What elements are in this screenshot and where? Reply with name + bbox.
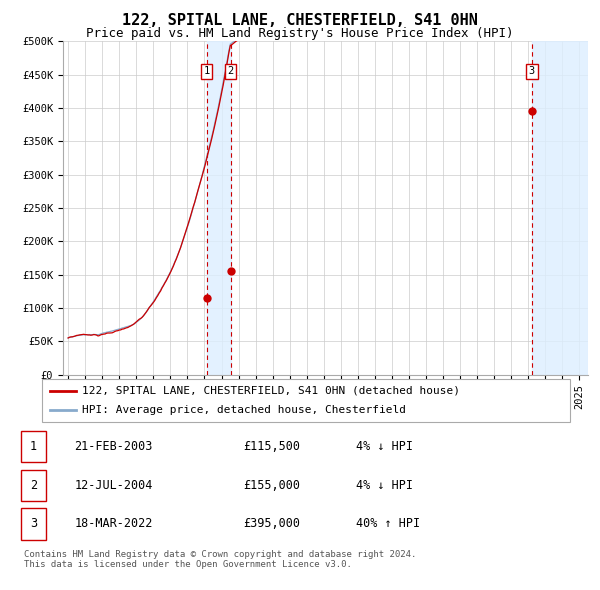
FancyBboxPatch shape [42, 379, 570, 422]
FancyBboxPatch shape [21, 470, 46, 501]
Text: 18-MAR-2022: 18-MAR-2022 [74, 517, 153, 530]
Text: 1: 1 [203, 66, 209, 76]
FancyBboxPatch shape [21, 508, 46, 540]
Text: 12-JUL-2004: 12-JUL-2004 [74, 478, 153, 492]
Text: £395,000: £395,000 [244, 517, 301, 530]
Text: 21-FEB-2003: 21-FEB-2003 [74, 440, 153, 453]
Text: 40% ↑ HPI: 40% ↑ HPI [356, 517, 421, 530]
Text: 122, SPITAL LANE, CHESTERFIELD, S41 0HN: 122, SPITAL LANE, CHESTERFIELD, S41 0HN [122, 13, 478, 28]
Bar [206, 41, 230, 375]
Text: Price paid vs. HM Land Registry's House Price Index (HPI): Price paid vs. HM Land Registry's House … [86, 27, 514, 40]
Text: 2: 2 [30, 478, 37, 492]
Text: HPI: Average price, detached house, Chesterfield: HPI: Average price, detached house, Ches… [82, 405, 406, 415]
Text: Contains HM Land Registry data © Crown copyright and database right 2024.
This d: Contains HM Land Registry data © Crown c… [24, 550, 416, 569]
Text: 2: 2 [227, 66, 233, 76]
Text: 122, SPITAL LANE, CHESTERFIELD, S41 0HN (detached house): 122, SPITAL LANE, CHESTERFIELD, S41 0HN … [82, 386, 460, 396]
Text: £115,500: £115,500 [244, 440, 301, 453]
Text: 3: 3 [529, 66, 535, 76]
Text: 3: 3 [30, 517, 37, 530]
Text: 4% ↓ HPI: 4% ↓ HPI [356, 478, 413, 492]
Text: 4% ↓ HPI: 4% ↓ HPI [356, 440, 413, 453]
Text: £155,000: £155,000 [244, 478, 301, 492]
Text: 1: 1 [30, 440, 37, 453]
FancyBboxPatch shape [21, 431, 46, 463]
Bar [532, 41, 588, 375]
